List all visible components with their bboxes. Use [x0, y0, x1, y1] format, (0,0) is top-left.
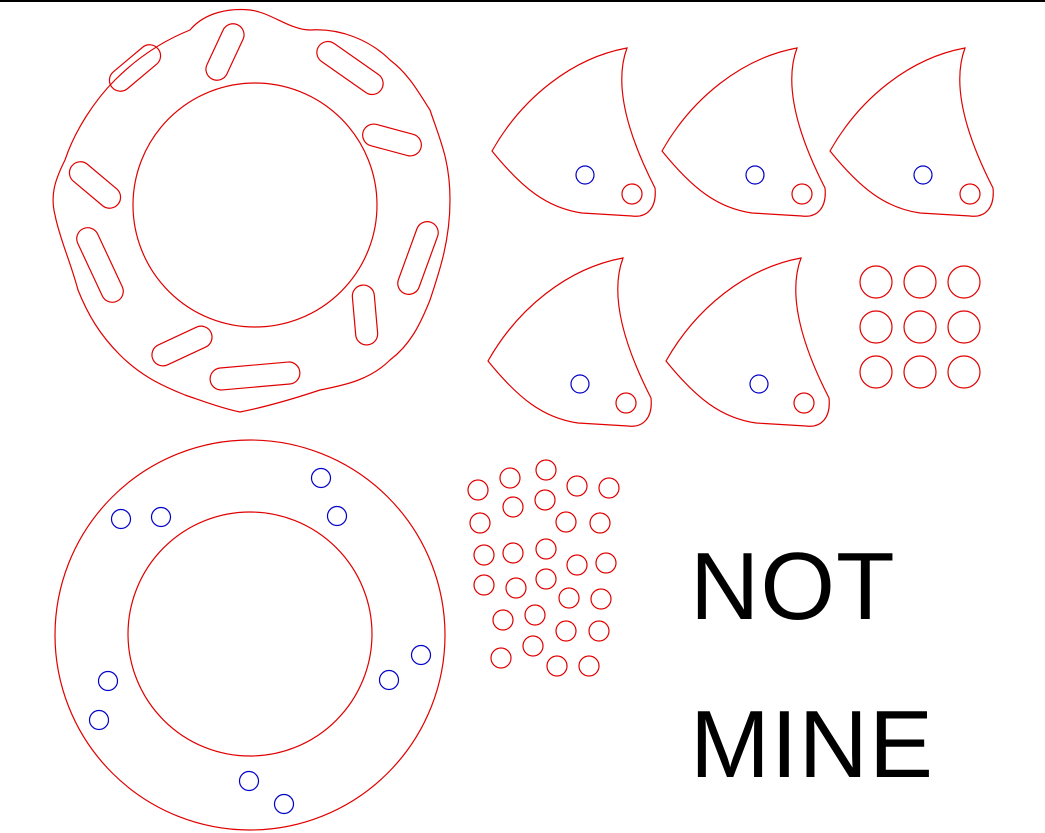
pawls	[487, 47, 994, 427]
bearing-ball	[534, 489, 556, 511]
pawl-hole	[745, 165, 765, 185]
pawl-hole	[913, 165, 933, 185]
plate-hole	[410, 644, 432, 666]
bearing-ball	[578, 655, 600, 677]
plate-hole	[110, 508, 132, 530]
pawl	[487, 257, 652, 427]
top-border	[0, 0, 1045, 2]
bearing-ball	[502, 496, 524, 518]
gear-slot	[68, 161, 122, 209]
small-circle	[947, 265, 981, 299]
bearing-ball	[490, 647, 512, 669]
plate-ring	[54, 439, 446, 831]
ring-gear	[52, 8, 451, 413]
pawl-pivot	[791, 183, 813, 205]
gear-slot	[108, 44, 162, 92]
bearing-ball	[595, 552, 617, 574]
bearing-ball	[590, 588, 612, 610]
bearing-ball	[535, 568, 557, 590]
bearing-ball	[473, 544, 495, 566]
plate-ring-inner	[127, 511, 373, 757]
pawl	[491, 47, 656, 217]
small-circle	[859, 310, 893, 344]
pawl	[665, 257, 830, 427]
small-circle	[903, 310, 937, 344]
small-circle	[947, 355, 981, 389]
plate-hole	[88, 709, 110, 731]
note-line-1: NOT	[690, 533, 896, 640]
bearing-ball	[502, 542, 524, 564]
pawl-outline	[661, 47, 826, 217]
pawl-pivot	[793, 392, 815, 414]
note-line-2: MINE	[690, 691, 934, 798]
gear-slot	[351, 284, 379, 346]
pawl	[661, 47, 826, 217]
small-circle-grid	[859, 265, 981, 389]
small-circle	[903, 355, 937, 389]
plate-hole	[326, 505, 348, 527]
pawl-pivot	[959, 183, 981, 205]
pawl	[829, 47, 994, 217]
bearing-ball	[469, 512, 491, 534]
plate-hole	[150, 506, 172, 528]
plate-hole	[310, 467, 332, 489]
pawl-hole	[575, 165, 595, 185]
bearing-ball	[505, 577, 527, 599]
small-circle	[859, 355, 893, 389]
pawl-hole	[570, 374, 590, 394]
plate-hole	[238, 770, 260, 792]
bearing-ball	[524, 604, 546, 626]
ring-gear-inner	[132, 82, 378, 328]
bearing-ball	[598, 477, 620, 499]
gear-slot	[362, 123, 422, 157]
plate-hole	[378, 669, 400, 691]
pawl-hole	[749, 374, 769, 394]
small-circle	[859, 265, 893, 299]
gear-slot	[209, 361, 301, 391]
plate-hole	[273, 793, 295, 815]
small-circle	[947, 310, 981, 344]
bearing-ball	[473, 574, 495, 596]
bearing-ball	[566, 475, 588, 497]
pawl-outline	[491, 47, 656, 217]
bearing-ball	[467, 479, 489, 501]
bearing-ball	[535, 459, 557, 481]
bearing-ball	[555, 620, 577, 642]
bearing-ball	[522, 635, 544, 657]
bearing-ball	[499, 467, 521, 489]
bearing-ball	[492, 609, 514, 631]
gear-slot	[151, 325, 213, 367]
gear-slot	[316, 40, 384, 96]
bearing-ball	[555, 511, 577, 533]
gear-slot	[397, 221, 439, 295]
small-circle	[903, 265, 937, 299]
gear-slot	[76, 227, 124, 303]
pawl-outline	[665, 257, 830, 427]
bearing-ball	[546, 655, 568, 677]
gear-slot	[205, 23, 245, 81]
plate-hole	[97, 670, 119, 692]
pawl-pivot	[621, 183, 643, 205]
bearing-ball	[535, 538, 557, 560]
bearing-ball	[566, 554, 588, 576]
note-text: NOT MINE	[690, 508, 1030, 824]
ring-gear-outline	[52, 8, 451, 413]
pawl-outline	[829, 47, 994, 217]
bearing-ball	[558, 587, 580, 609]
pawl-pivot	[615, 392, 637, 414]
bearing-balls	[467, 459, 620, 677]
bearing-ball	[589, 512, 611, 534]
plate-ring-outer	[54, 439, 446, 831]
pawl-outline	[487, 257, 652, 427]
bearing-ball	[588, 620, 610, 642]
